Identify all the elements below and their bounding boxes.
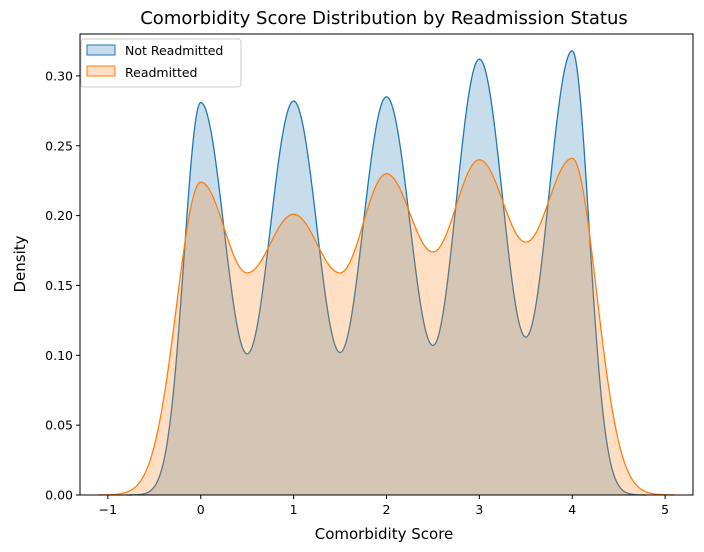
legend: Not Readmitted Readmitted <box>80 38 242 88</box>
density-area-not-readmitted <box>126 50 647 495</box>
density-line-not-readmitted <box>126 50 647 496</box>
legend-label-not-readmitted: Not Readmitted <box>125 43 223 58</box>
x-tick-label: 3 <box>475 502 483 517</box>
x-tick-label: 5 <box>661 502 669 517</box>
y-tick-label: 0.00 <box>45 488 73 503</box>
legend-box <box>80 38 242 88</box>
density-line-readmitted <box>98 157 675 496</box>
x-tick-label: 1 <box>290 502 298 517</box>
x-axis-ticks: −1 0 1 2 3 4 5 <box>99 495 669 517</box>
x-tick-label: 4 <box>568 502 576 517</box>
legend-label-readmitted: Readmitted <box>125 65 198 80</box>
y-tick-label: 0.10 <box>45 348 73 363</box>
density-area-readmitted <box>98 158 675 495</box>
x-tick-label: −1 <box>99 502 117 517</box>
y-tick-label: 0.05 <box>45 418 73 433</box>
y-axis-ticks: 0.00 0.05 0.10 0.15 0.20 0.25 0.30 <box>45 68 80 503</box>
x-axis-label: Comorbidity Score <box>315 525 454 543</box>
legend-swatch-not-readmitted <box>86 44 116 56</box>
x-tick-label: 2 <box>383 502 391 517</box>
legend-swatch-readmitted <box>86 65 116 77</box>
y-tick-label: 0.25 <box>45 138 73 153</box>
y-axis-label: Density <box>11 235 29 292</box>
y-tick-label: 0.15 <box>45 278 73 293</box>
series-layer <box>98 50 675 496</box>
chart-title: Comorbidity Score Distribution by Readmi… <box>140 8 628 29</box>
y-tick-label: 0.30 <box>45 68 73 83</box>
plot-area <box>79 33 694 496</box>
y-tick-label: 0.20 <box>45 208 73 223</box>
x-tick-label: 0 <box>197 502 205 517</box>
